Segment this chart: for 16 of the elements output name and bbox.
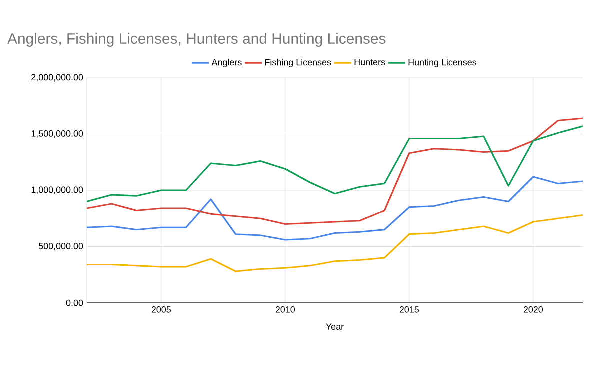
legend-label: Hunters	[354, 59, 386, 66]
x-tick-label: 2010	[276, 306, 296, 313]
x-tick-label: 2020	[524, 306, 544, 313]
x-tick-label: 2005	[152, 306, 171, 313]
y-tick-label: 1,500,000.00	[32, 130, 84, 138]
legend-label: Hunting Licenses	[408, 59, 477, 68]
legend-label: Fishing Licenses	[265, 59, 332, 68]
y-tick-label: 0.00	[66, 300, 84, 306]
x-tick-label: 2015	[400, 306, 419, 313]
y-tick-label: 500,000.00	[38, 243, 84, 250]
y-tick-label: 2,000,000.00	[32, 74, 84, 82]
legend-label: Anglers	[212, 59, 242, 68]
line-series	[87, 176, 584, 241]
y-tick-label: 1,000,000.00	[32, 186, 84, 194]
chart-title: Anglers, Fishing Licenses, Hunters and Hunting Licenses	[8, 33, 386, 47]
x-axis-title: Year	[326, 324, 344, 330]
